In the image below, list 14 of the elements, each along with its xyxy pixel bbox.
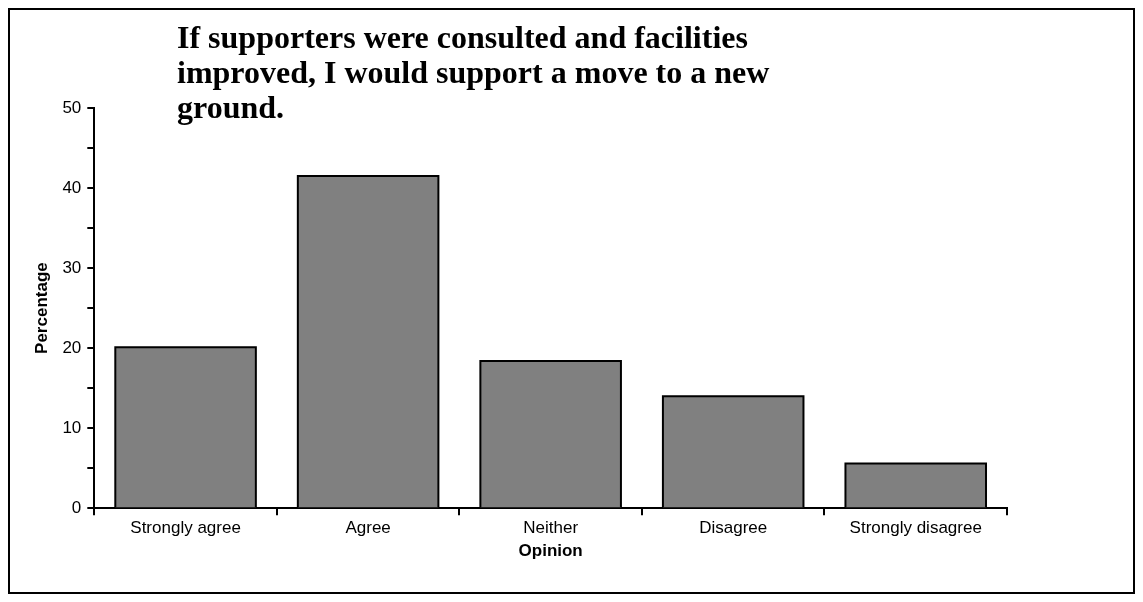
y-tick-label: 0 [71, 497, 82, 517]
x-tick-label: Strongly disagree [849, 518, 982, 538]
x-axis-title: Opinion [518, 541, 583, 561]
y-tick-label: 40 [62, 177, 82, 197]
x-tick-label: Agree [345, 518, 391, 538]
y-tick-label: 20 [62, 337, 82, 357]
y-tick-label: 50 [62, 97, 82, 117]
chart-title: If supporters were consulted and facilities improved, I would support a move to a new ground. [177, 19, 771, 125]
x-tick-label: Disagree [699, 518, 768, 538]
y-tick-label: 30 [62, 257, 82, 277]
y-tick-label: 10 [62, 417, 82, 437]
y-axis-title: Percentage [31, 262, 51, 354]
x-tick-label: Neither [523, 518, 579, 538]
x-tick-label: Strongly agree [130, 518, 241, 538]
